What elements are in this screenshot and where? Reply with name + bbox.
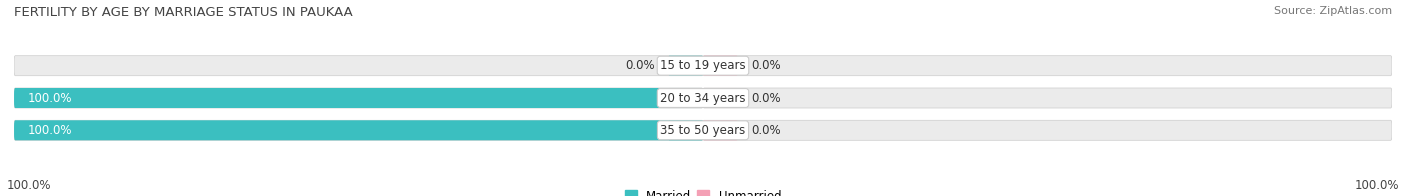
Text: 0.0%: 0.0% [751, 124, 780, 137]
Text: 35 to 50 years: 35 to 50 years [661, 124, 745, 137]
FancyBboxPatch shape [14, 88, 703, 108]
Text: 0.0%: 0.0% [751, 92, 780, 104]
Text: 0.0%: 0.0% [626, 59, 655, 72]
FancyBboxPatch shape [703, 88, 1392, 108]
Text: 15 to 19 years: 15 to 19 years [661, 59, 745, 72]
Text: 20 to 34 years: 20 to 34 years [661, 92, 745, 104]
FancyBboxPatch shape [703, 120, 738, 140]
FancyBboxPatch shape [14, 88, 703, 108]
FancyBboxPatch shape [703, 56, 1392, 76]
FancyBboxPatch shape [14, 120, 703, 140]
Legend: Married, Unmarried: Married, Unmarried [620, 185, 786, 196]
FancyBboxPatch shape [669, 56, 703, 76]
FancyBboxPatch shape [703, 120, 1392, 140]
FancyBboxPatch shape [669, 88, 703, 108]
Text: 100.0%: 100.0% [7, 179, 52, 192]
Text: FERTILITY BY AGE BY MARRIAGE STATUS IN PAUKAA: FERTILITY BY AGE BY MARRIAGE STATUS IN P… [14, 6, 353, 19]
Text: 100.0%: 100.0% [28, 124, 72, 137]
Text: Source: ZipAtlas.com: Source: ZipAtlas.com [1274, 6, 1392, 16]
FancyBboxPatch shape [703, 88, 738, 108]
FancyBboxPatch shape [14, 120, 703, 140]
Text: 0.0%: 0.0% [751, 59, 780, 72]
FancyBboxPatch shape [703, 56, 738, 76]
Text: 100.0%: 100.0% [28, 92, 72, 104]
Text: 100.0%: 100.0% [1354, 179, 1399, 192]
FancyBboxPatch shape [669, 120, 703, 140]
FancyBboxPatch shape [14, 56, 703, 76]
